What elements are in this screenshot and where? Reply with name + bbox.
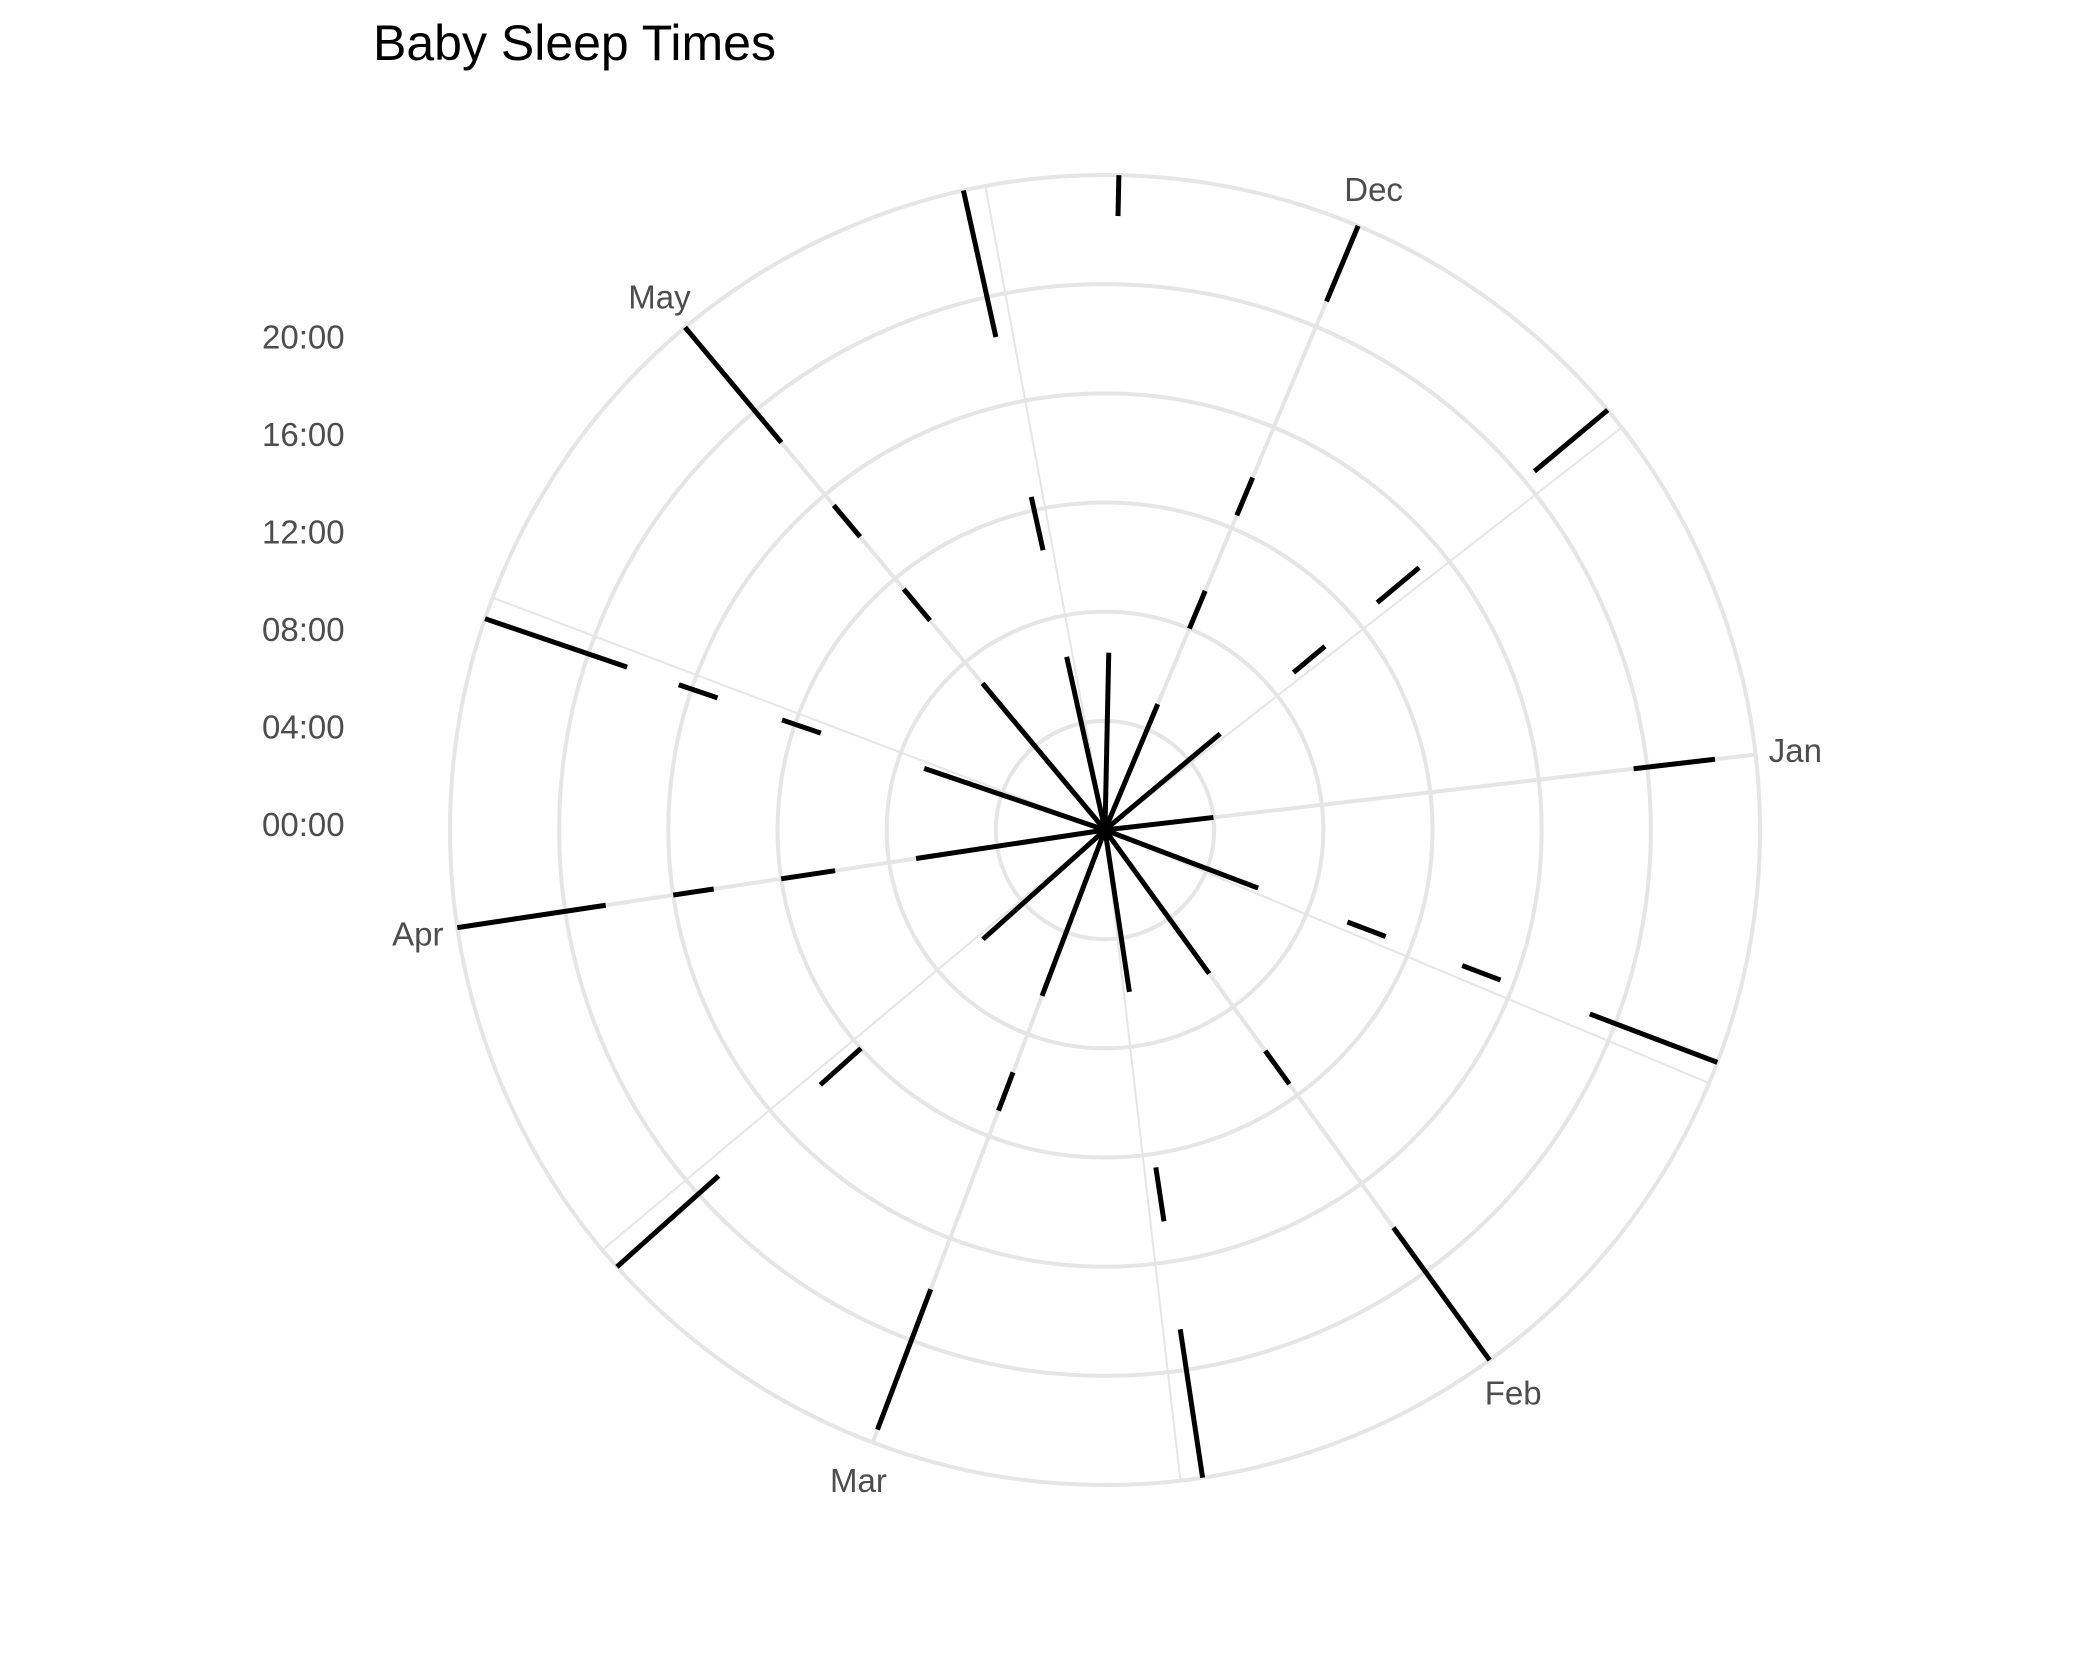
sleep-bar: [818, 1046, 863, 1087]
time-label-1200: 12:00: [262, 514, 345, 551]
sleep-bar: [1102, 829, 1132, 993]
sleep-bar: [923, 765, 1106, 833]
month-label-mar: Mar: [830, 1462, 887, 1499]
sleep-bar: [996, 1071, 1016, 1112]
sleep-bar: [1104, 827, 1259, 891]
sleep-bar: [683, 325, 784, 445]
grid-minor-spoke: [601, 829, 1106, 1251]
time-label-1600: 16:00: [262, 416, 345, 453]
sleep-bar: [1461, 963, 1502, 983]
sleep-bar: [1115, 175, 1122, 217]
sleep-bar: [1039, 829, 1108, 997]
sleep-bar: [1103, 731, 1222, 832]
sleep-bar: [1064, 656, 1108, 831]
sleep-bar: [980, 681, 1107, 832]
sleep-bar: [1391, 1226, 1492, 1362]
month-axis-labels: Dec Jan Feb Mar Apr May: [392, 171, 1822, 1499]
sleep-bar: [901, 587, 932, 623]
sleep-bar: [1263, 1049, 1292, 1086]
sleep-bar: [960, 189, 999, 338]
sleep-bar: [1153, 1166, 1167, 1222]
sleep-bar: [1177, 1328, 1206, 1479]
sleep-bar: [1346, 919, 1387, 939]
sleep-bar: [1187, 589, 1208, 630]
sleep-bar: [915, 827, 1106, 861]
month-label-apr: Apr: [392, 916, 443, 953]
sleep-bar: [981, 828, 1107, 942]
sleep-bar: [677, 682, 719, 701]
grid-minor-spoke: [1104, 426, 1623, 831]
sleep-bar: [615, 1173, 721, 1269]
time-label-2000: 20:00: [262, 319, 345, 356]
time-label-0800: 08:00: [262, 611, 345, 648]
sleep-bar: [672, 886, 715, 898]
grid-minor-spoke: [1104, 829, 1710, 1085]
sleep-bar: [1102, 652, 1112, 831]
sleep-bar: [831, 503, 862, 539]
time-axis-labels: 00:00 04:00 08:00 12:00 16:00 20:00: [262, 319, 345, 844]
grid-minor-spoke: [1104, 829, 1182, 1481]
sleep-bar: [781, 717, 822, 736]
sleep-bar: [1291, 644, 1327, 675]
grid-ring-1600: [666, 391, 1544, 1269]
chart-title: Baby Sleep Times: [373, 15, 776, 71]
sleep-bars: [456, 175, 1719, 1479]
grid-minor-spoke: [984, 185, 1106, 831]
time-label-0400: 04:00: [262, 709, 345, 746]
sleep-bar: [1532, 408, 1610, 474]
grid-minor-spoke: [492, 596, 1106, 831]
month-label-feb: Feb: [1485, 1375, 1542, 1412]
sleep-bar: [1375, 565, 1421, 605]
grid-ring-2000: [557, 282, 1653, 1378]
sleep-bar: [456, 902, 607, 931]
month-label-dec: Dec: [1344, 171, 1403, 208]
sleep-bar: [1324, 224, 1361, 303]
month-label-jan: Jan: [1769, 732, 1822, 769]
time-label-0000: 00:00: [262, 806, 345, 843]
sleep-bar: [1102, 828, 1212, 976]
sleep-bar: [1234, 476, 1255, 517]
sleep-bar: [1588, 1011, 1719, 1065]
sleep-bar: [484, 616, 628, 670]
sleep-bar: [1028, 496, 1046, 551]
sleep-bar: [875, 1288, 934, 1431]
sleep-bar: [1633, 756, 1716, 772]
month-label-may: May: [628, 279, 691, 316]
grid-ring-1200: [775, 500, 1435, 1160]
sleep-bar: [1102, 703, 1161, 831]
grid-ring-0800: [884, 609, 1326, 1051]
sleep-bar: [1104, 814, 1214, 833]
sleep-bar: [780, 868, 836, 882]
grid-ring-outer: [448, 173, 1762, 1487]
